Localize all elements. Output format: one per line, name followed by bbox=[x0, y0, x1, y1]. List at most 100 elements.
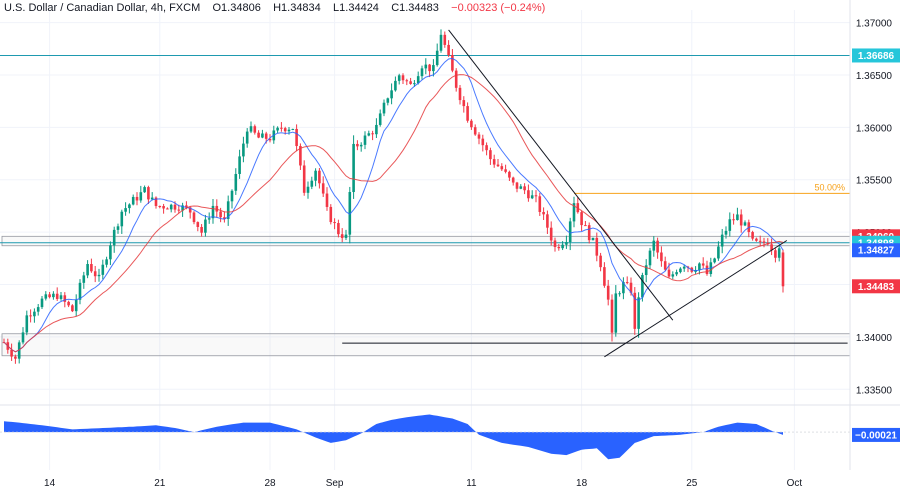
candle-body bbox=[728, 219, 732, 231]
candle-body bbox=[405, 80, 409, 82]
candle-body bbox=[758, 240, 762, 242]
price-tick-label: 1.35500 bbox=[856, 176, 893, 187]
candle-body bbox=[641, 275, 644, 298]
candle-body bbox=[458, 87, 462, 101]
candle-body bbox=[656, 240, 659, 253]
candle-body bbox=[675, 272, 678, 275]
candle-body bbox=[599, 255, 602, 268]
legend-high: H1.34834 bbox=[273, 2, 321, 14]
candle-body bbox=[424, 64, 428, 69]
oscillator-pane bbox=[0, 414, 850, 460]
candle-body bbox=[492, 159, 496, 165]
candle-body bbox=[755, 238, 758, 241]
legend-open: O1.34806 bbox=[212, 2, 261, 14]
candle-body bbox=[667, 269, 671, 277]
candle-body bbox=[701, 263, 705, 266]
candle-body bbox=[74, 299, 78, 312]
candle-body bbox=[337, 223, 340, 235]
candle-body bbox=[128, 204, 131, 209]
candle-body bbox=[713, 258, 716, 263]
candle-body bbox=[82, 275, 86, 283]
candle-body bbox=[59, 295, 63, 299]
legend-low: L1.34424 bbox=[333, 2, 379, 14]
candle-body bbox=[386, 98, 390, 103]
candle-body bbox=[226, 201, 230, 219]
candle-body bbox=[762, 241, 766, 243]
price-badge-label: 1.34827 bbox=[858, 246, 895, 257]
candle-body bbox=[143, 187, 146, 193]
candle-body bbox=[397, 75, 401, 81]
candle-body bbox=[557, 246, 561, 249]
candle-body bbox=[238, 156, 241, 174]
candle-body bbox=[48, 294, 51, 298]
candle-body bbox=[17, 342, 21, 359]
candle-body bbox=[230, 190, 234, 202]
candle-body bbox=[276, 127, 279, 131]
candle-body bbox=[261, 133, 264, 138]
candle-body bbox=[93, 271, 97, 277]
candle-body bbox=[109, 245, 112, 260]
candle-body bbox=[500, 166, 504, 170]
candle-body bbox=[451, 55, 454, 71]
candle-body bbox=[173, 204, 177, 210]
candle-body bbox=[29, 315, 32, 317]
candle-body bbox=[454, 70, 458, 88]
candle-body bbox=[777, 248, 781, 258]
candle-body bbox=[447, 44, 450, 56]
candle-body bbox=[637, 297, 640, 329]
candle-body bbox=[720, 234, 724, 247]
candle-body bbox=[606, 285, 610, 300]
price-badge bbox=[852, 243, 900, 258]
candle-body bbox=[318, 170, 321, 184]
candle-body bbox=[584, 225, 587, 227]
candle-body bbox=[409, 81, 412, 84]
candle-body bbox=[489, 150, 492, 160]
candle-body bbox=[591, 237, 595, 241]
time-tick-label: 18 bbox=[576, 478, 588, 489]
candle-body bbox=[188, 207, 192, 213]
candle-body bbox=[724, 230, 728, 235]
candle-body bbox=[97, 274, 101, 277]
candle-body bbox=[124, 208, 127, 212]
candle-body bbox=[283, 128, 287, 132]
candle-body bbox=[21, 332, 25, 343]
candle-body bbox=[139, 192, 143, 201]
candle-body bbox=[523, 186, 526, 191]
candle-body bbox=[382, 102, 386, 114]
candle-body bbox=[211, 205, 215, 219]
chart-legend: U.S. Dollar / Canadian Dollar, 4h, FXCM … bbox=[4, 2, 545, 14]
price-badges: 1.366861.349601.348981.348271.34483−0.00… bbox=[852, 48, 900, 442]
moving-average-slow bbox=[3, 74, 784, 353]
legend-change: −0.00323 (−0.24%) bbox=[451, 2, 546, 14]
price-tick-label: 1.36000 bbox=[856, 123, 893, 134]
candle-body bbox=[333, 222, 336, 224]
candle-body bbox=[633, 292, 637, 329]
trendline bbox=[604, 240, 788, 358]
candle-body bbox=[314, 170, 317, 181]
price-badge bbox=[852, 279, 900, 294]
candle-body bbox=[679, 268, 682, 273]
time-tick-label: 25 bbox=[686, 478, 698, 489]
candle-body bbox=[40, 298, 44, 308]
zones bbox=[1, 235, 851, 357]
oscillator-badge bbox=[852, 427, 900, 442]
candle-body bbox=[781, 252, 785, 287]
candle-body bbox=[86, 264, 89, 276]
price-badge bbox=[852, 48, 900, 63]
candle-body bbox=[504, 169, 507, 172]
candle-body bbox=[223, 217, 226, 219]
candle-body bbox=[185, 205, 188, 208]
candle-body bbox=[542, 211, 545, 215]
candle-body bbox=[367, 133, 371, 136]
candle-body bbox=[306, 186, 310, 193]
candle-body bbox=[546, 214, 549, 228]
candle-body bbox=[363, 135, 367, 145]
candle-body bbox=[610, 299, 614, 333]
candle-body bbox=[352, 143, 355, 193]
candle-body bbox=[534, 195, 538, 197]
candle-body bbox=[481, 138, 485, 146]
candle-body bbox=[101, 264, 105, 275]
time-tick-label: 14 bbox=[44, 478, 56, 489]
